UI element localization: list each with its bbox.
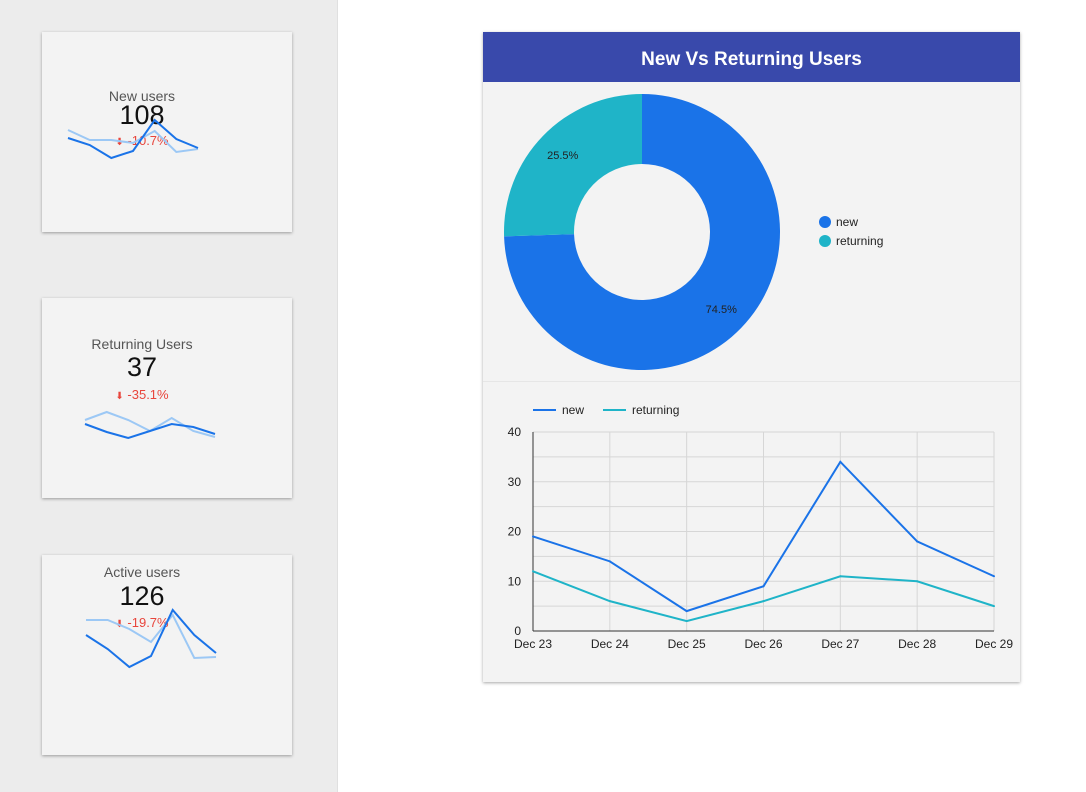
sparkline-current xyxy=(85,608,217,669)
sparkline xyxy=(67,118,199,160)
data-point-new xyxy=(839,460,842,463)
data-point-new xyxy=(685,610,688,613)
legend-label-new: new xyxy=(836,215,858,229)
x-tick-label: Dec 29 xyxy=(975,637,1013,651)
x-tick-label: Dec 28 xyxy=(898,637,936,651)
sparkline-previous xyxy=(84,410,216,438)
sparkline-previous xyxy=(67,129,199,154)
x-tick-label: Dec 24 xyxy=(591,637,629,651)
pie-slice-new xyxy=(504,94,780,371)
x-tick-label: Dec 27 xyxy=(821,637,859,651)
y-tick-label: 20 xyxy=(508,525,522,539)
panel-title: New Vs Returning Users xyxy=(483,32,1020,82)
y-tick-label: 0 xyxy=(514,624,521,638)
sparkline-current xyxy=(67,118,199,160)
data-point-new xyxy=(762,585,765,588)
pie-label-new: 74.5% xyxy=(706,304,737,316)
x-tick-label: Dec 26 xyxy=(744,637,782,651)
delta-value: -19.7% xyxy=(127,615,169,630)
scorecard-label: New users xyxy=(108,88,176,104)
x-tick-label: Dec 23 xyxy=(514,637,552,651)
divider xyxy=(483,381,1020,382)
legend-label-returning: returning xyxy=(836,234,883,248)
legend-dot-new xyxy=(819,216,831,228)
charts: 74.5% new 25.5% returning Dec 23 Dec 24 Dec 25… xyxy=(504,94,1013,651)
sparkline-previous xyxy=(86,613,217,660)
data-point-returning xyxy=(993,605,995,608)
sparkline xyxy=(84,410,216,440)
data-point-returning xyxy=(762,600,765,603)
y-tick-label: 30 xyxy=(508,475,522,489)
scorecard-label: Active users xyxy=(103,564,181,580)
x-tick-label: Dec 25 xyxy=(668,637,706,651)
pie-label-returning: 25.5% xyxy=(547,150,578,162)
sparkline xyxy=(85,608,217,669)
data-point-new xyxy=(916,540,919,543)
scorecard-new-users: New users 108 ⬇ -10.7% xyxy=(42,32,292,232)
scorecard-delta: ⬇ -35.1% xyxy=(42,387,242,402)
data-point-new xyxy=(532,535,534,538)
data-point-returning xyxy=(916,580,919,583)
data-point-new xyxy=(608,560,611,563)
scorecard-active-users: Active users 126 ⬇ -19.7% xyxy=(42,555,292,755)
scorecard-value: 108 xyxy=(119,100,165,130)
data-point-returning xyxy=(608,600,611,603)
sparkline-current xyxy=(84,422,216,440)
arrow-down-icon: ⬇ xyxy=(115,391,124,402)
y-tick-label: 10 xyxy=(508,574,522,588)
y-tick-label: 40 xyxy=(508,425,522,439)
legend-label-returning: returning xyxy=(632,403,679,417)
legend-dot-returning xyxy=(819,235,831,247)
arrow-down-icon: ⬇ xyxy=(115,137,124,148)
legend-label-new: new xyxy=(562,403,584,417)
data-point-returning xyxy=(839,575,842,578)
scorecard-value: 126 xyxy=(119,581,165,611)
scorecard-returning-users: Returning Users 37 ⬇ -35.1% xyxy=(42,298,292,498)
data-point-returning xyxy=(532,570,534,573)
scorecard-value: 37 xyxy=(126,352,158,382)
new-vs-returning-panel: New Vs Returning Users 74.5% new 25.5% retu… xyxy=(483,32,1020,682)
data-point-new xyxy=(993,575,995,578)
data-point-returning xyxy=(685,620,688,623)
pie-slice-returning xyxy=(504,94,642,237)
delta-value: -35.1% xyxy=(127,387,169,402)
scorecard-label: Returning Users xyxy=(91,336,193,352)
